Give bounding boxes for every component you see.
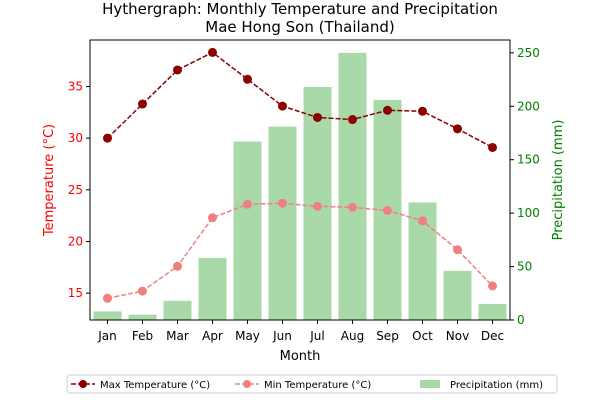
min-temp-point-may: [243, 199, 252, 209]
legend-precip-label: Precipitation (mm): [450, 380, 543, 391]
max-temp-point-dec: [488, 142, 497, 152]
precip-bar-dec: [478, 303, 507, 320]
max-temp-point-feb: [138, 99, 147, 109]
right-tick-label: 200: [517, 99, 540, 113]
x-tick-label: Nov: [446, 329, 469, 343]
left-tick-label: 15: [68, 286, 83, 300]
legend-min-temp-label: Min Temperature (°C): [264, 380, 371, 391]
x-tick-label: Jul: [309, 329, 324, 343]
x-axis-label: Month: [280, 349, 321, 364]
left-y-axis-label: Temperature (°C): [42, 124, 57, 237]
chart-title-line1: Hythergraph: Monthly Temperature and Pre…: [102, 0, 498, 18]
min-temp-point-aug: [348, 202, 357, 212]
min-temp-point-oct: [418, 216, 427, 226]
precip-bar-apr: [198, 258, 227, 320]
legend-frame: [66, 374, 558, 394]
precip-bar-feb: [128, 314, 157, 320]
left-tick-label: 30: [68, 131, 83, 145]
max-temp-point-oct: [418, 106, 427, 116]
right-tick-label: 0: [517, 313, 525, 327]
max-temp-point-jan: [103, 133, 112, 143]
x-tick-label: Jan: [97, 329, 117, 343]
max-temp-point-sep: [383, 105, 392, 115]
legend-max-temp-label: Max Temperature (°C): [100, 380, 210, 391]
right-tick-label: 100: [517, 206, 540, 220]
max-temp-point-may: [243, 74, 252, 84]
x-tick-label: Dec: [481, 329, 504, 343]
max-temp-point-nov: [453, 124, 462, 134]
x-tick-label: Apr: [202, 329, 223, 343]
precip-bar-jun: [268, 126, 297, 321]
max-temp-point-apr: [208, 47, 217, 57]
min-temp-point-apr: [208, 213, 217, 223]
legend-max-temp-marker: [79, 380, 87, 388]
min-temp-point-jul: [313, 201, 322, 211]
x-axis: Jan Feb Mar Apr May Jun Jul Aug Sep Oct Nov Dec: [97, 320, 504, 343]
legend-min-temp-marker: [243, 380, 251, 388]
min-temp-point-jan: [103, 293, 112, 303]
max-temp-point-jul: [313, 112, 322, 122]
left-tick-label: 35: [68, 79, 83, 93]
x-tick-label: Aug: [341, 329, 364, 343]
min-temp-point-sep: [383, 205, 392, 215]
right-y-axis-label: Precipitation (mm): [551, 120, 566, 241]
min-temp-point-mar: [173, 261, 182, 271]
x-tick-label: Oct: [412, 329, 433, 343]
min-temp-point-dec: [488, 281, 497, 291]
legend: Max Temperature (°C) Min Temperature (°C…: [66, 374, 558, 394]
max-temp-point-jun: [278, 101, 287, 111]
x-tick-label: Feb: [132, 329, 153, 343]
right-y-axis: 0 50 100 150 200 250: [510, 46, 540, 327]
x-tick-label: Mar: [166, 329, 189, 343]
right-tick-label: 150: [517, 153, 540, 167]
right-tick-label: 250: [517, 46, 540, 60]
left-tick-label: 20: [68, 234, 83, 248]
legend-precip-swatch: [420, 380, 440, 388]
plot-frame: [89, 39, 511, 321]
x-tick-label: Sep: [376, 329, 399, 343]
x-tick-label: Jun: [272, 329, 292, 343]
min-temp-point-jun: [278, 198, 287, 208]
max-temp-point-mar: [173, 65, 182, 75]
min-temp-line: [107, 202, 494, 300]
x-tick-label: May: [235, 329, 260, 343]
precipitation-bars: [93, 52, 507, 321]
max-temp-point-aug: [348, 115, 357, 125]
left-tick-label: 25: [68, 183, 83, 197]
max-temp-line: [106, 51, 493, 149]
precip-bar-jan: [93, 311, 122, 320]
left-y-axis: 15 20 25 30 35: [68, 79, 90, 300]
min-temp-point-nov: [453, 245, 462, 255]
precip-bar-may: [233, 141, 262, 320]
right-tick-label: 50: [517, 260, 532, 274]
temperature-lines: [103, 47, 497, 303]
precip-bar-nov: [443, 270, 472, 320]
precip-bar-mar: [163, 300, 192, 320]
min-temp-point-feb: [138, 286, 147, 296]
chart-title-line2: Mae Hong Son (Thailand): [205, 18, 394, 36]
precip-bar-aug: [338, 52, 367, 320]
